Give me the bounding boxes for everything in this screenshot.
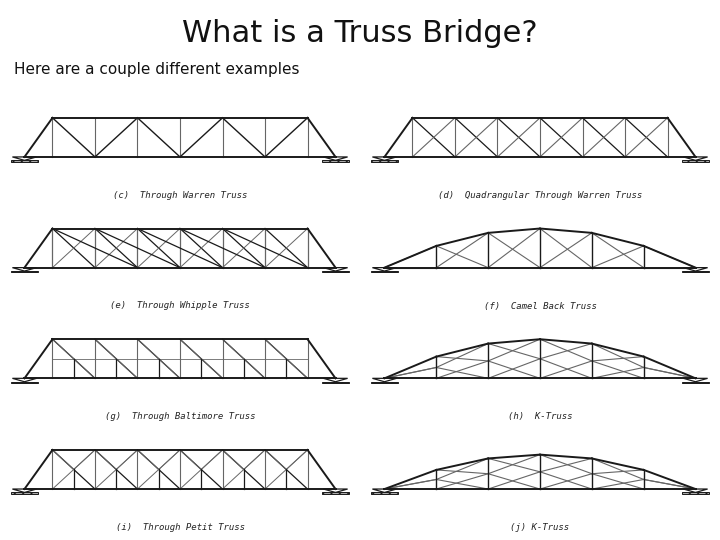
Bar [12,160,37,161]
Text: (d)  Quadrangular Through Warren Truss: (d) Quadrangular Through Warren Truss [438,191,642,200]
Bar [372,160,397,161]
Bar [12,492,37,494]
Text: (f)  Camel Back Truss: (f) Camel Back Truss [484,301,596,310]
Bar [12,271,37,272]
Bar [683,382,708,383]
Text: (g)  Through Baltimore Truss: (g) Through Baltimore Truss [104,412,256,421]
Text: (h)  K-Truss: (h) K-Truss [508,412,572,421]
Bar [12,382,37,383]
Text: (e)  Through Whipple Truss: (e) Through Whipple Truss [110,301,250,310]
Bar [372,492,397,494]
Text: (i)  Through Petit Truss: (i) Through Petit Truss [115,523,245,532]
Bar [323,160,348,161]
Bar [323,492,348,494]
Text: What is a Truss Bridge?: What is a Truss Bridge? [182,19,538,48]
Bar [683,271,708,272]
Bar [323,271,348,272]
Text: Here are a couple different examples: Here are a couple different examples [14,62,300,77]
Bar [323,382,348,383]
Bar [683,160,708,161]
Bar [372,382,397,383]
Bar [683,492,708,494]
Bar [372,271,397,272]
Text: (c)  Through Warren Truss: (c) Through Warren Truss [113,191,247,200]
Text: (j) K-Truss: (j) K-Truss [510,523,570,532]
